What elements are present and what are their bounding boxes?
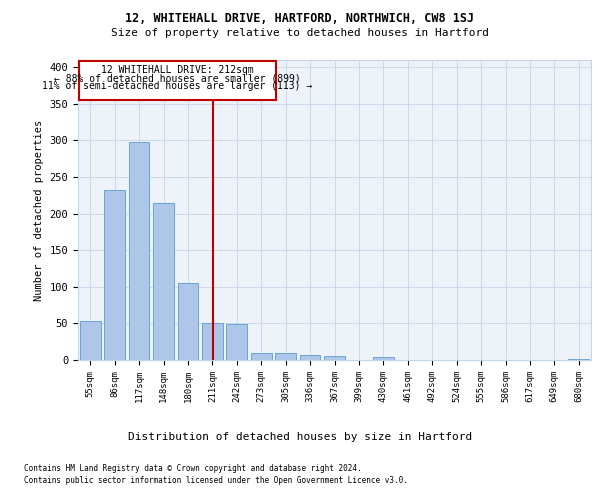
Text: Contains HM Land Registry data © Crown copyright and database right 2024.: Contains HM Land Registry data © Crown c…: [24, 464, 362, 473]
Y-axis label: Number of detached properties: Number of detached properties: [34, 120, 44, 300]
Bar: [251, 352, 272, 360]
Bar: [128, 142, 149, 360]
Text: Distribution of detached houses by size in Hartford: Distribution of detached houses by size …: [128, 432, 472, 442]
Bar: [202, 322, 223, 360]
Text: 12, WHITEHALL DRIVE, HARTFORD, NORTHWICH, CW8 1SJ: 12, WHITEHALL DRIVE, HARTFORD, NORTHWICH…: [125, 12, 475, 26]
Bar: [80, 321, 101, 360]
Bar: [275, 352, 296, 360]
Text: Size of property relative to detached houses in Hartford: Size of property relative to detached ho…: [111, 28, 489, 38]
Bar: [373, 357, 394, 360]
Bar: [153, 202, 174, 360]
Bar: [178, 283, 199, 360]
Bar: [226, 324, 247, 360]
Text: 11% of semi-detached houses are larger (113) →: 11% of semi-detached houses are larger (…: [43, 81, 313, 91]
Text: 12 WHITEHALL DRIVE: 212sqm: 12 WHITEHALL DRIVE: 212sqm: [101, 65, 254, 75]
Bar: [104, 190, 125, 360]
FancyBboxPatch shape: [79, 62, 276, 100]
Bar: [568, 358, 589, 360]
Text: Contains public sector information licensed under the Open Government Licence v3: Contains public sector information licen…: [24, 476, 408, 485]
Text: ← 88% of detached houses are smaller (899): ← 88% of detached houses are smaller (89…: [54, 73, 301, 83]
Bar: [324, 356, 345, 360]
Bar: [299, 355, 320, 360]
